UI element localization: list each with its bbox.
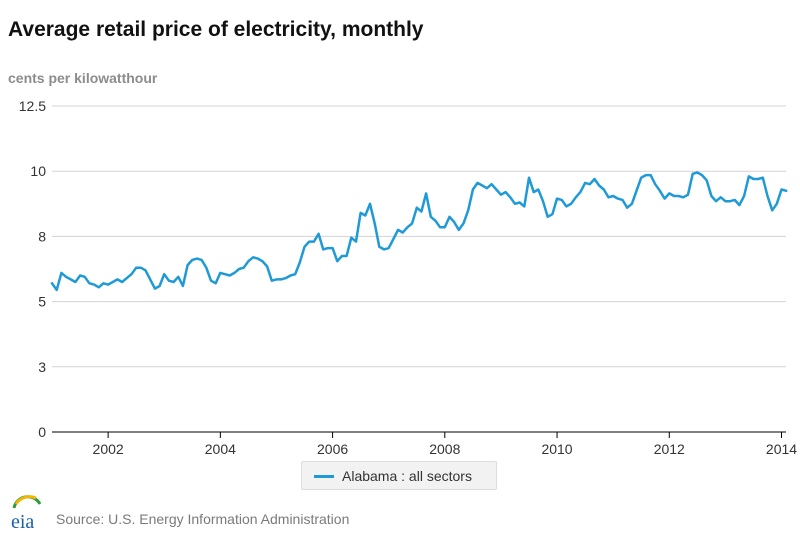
x-tick-labels: 2002 2004 2006 2008 2010 2012 2014 (93, 432, 797, 457)
y-tick-label: 3 (38, 359, 46, 375)
series-lines (50, 171, 788, 292)
gridlines (52, 105, 786, 433)
y-tick-label: 8 (38, 228, 46, 244)
x-tick-label: 2012 (654, 441, 685, 457)
eia-logo-icon: eia (11, 495, 42, 532)
legend-label: Alabama : all sectors (342, 468, 472, 484)
x-tick-label: 2004 (205, 441, 236, 457)
y-tick-label: 5 (38, 294, 46, 310)
y-tick-label: 10 (30, 163, 46, 179)
logo-text: eia (11, 511, 34, 532)
y-axis-label: cents per kilowatthour (8, 70, 158, 86)
x-tick-label: 2006 (317, 441, 348, 457)
source-note: Source: U.S. Energy Information Administ… (56, 511, 350, 527)
legend-swatch (314, 475, 334, 478)
x-tick-label: 2008 (429, 441, 460, 457)
legend[interactable]: Alabama : all sectors (301, 461, 497, 490)
series-line[interactable] (50, 171, 788, 292)
y-tick-labels: 0 3 5 8 10 12.5 (19, 98, 46, 440)
chart-title: Average retail price of electricity, mon… (8, 18, 424, 41)
x-tick-label: 2014 (766, 441, 797, 457)
y-tick-label: 0 (38, 424, 46, 440)
y-tick-label: 12.5 (19, 98, 46, 114)
x-tick-label: 2002 (93, 441, 124, 457)
x-tick-label: 2010 (541, 441, 572, 457)
footer: eia Source: U.S. Energy Information Admi… (0, 492, 800, 532)
